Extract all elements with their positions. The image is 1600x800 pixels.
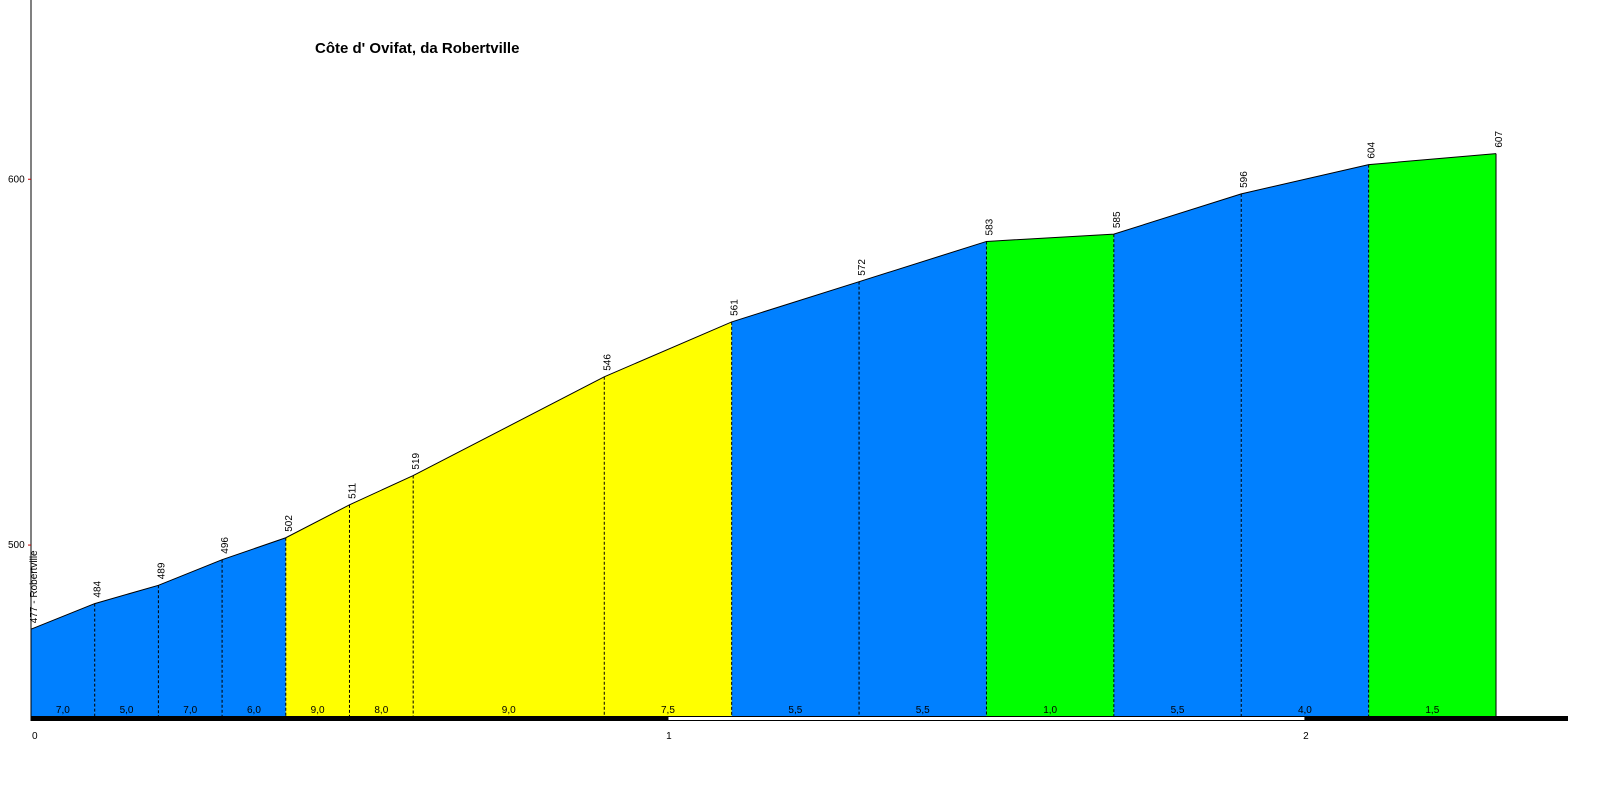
segment-area [1368, 153, 1497, 718]
y-tick-label: 600 [8, 174, 25, 185]
segment-area [94, 585, 159, 717]
gradient-label: 4,0 [1298, 705, 1312, 716]
segment-area [413, 376, 605, 717]
gradient-label: 8,0 [374, 705, 388, 716]
segment-area [158, 559, 223, 717]
elevation-label: 572 [857, 259, 868, 276]
segment-area [1241, 164, 1369, 718]
segment-area [349, 475, 414, 717]
profile-line [30, 153, 1497, 630]
elevation-label: 484 [93, 580, 104, 597]
x-tick-label: 0 [32, 731, 38, 742]
chart-title: Côte d' Ovifat, da Robertville [315, 40, 519, 57]
gradient-label: 9,0 [502, 705, 516, 716]
y-tick-label: 500 [8, 540, 25, 551]
elevation-label: 561 [730, 299, 741, 316]
x-tick-label: 2 [1303, 731, 1309, 742]
segment-area [31, 603, 95, 717]
gradient-label: 7,0 [56, 705, 70, 716]
gradient-label: 5,0 [120, 705, 134, 716]
gradient-label: 7,5 [661, 705, 675, 716]
elevation-label: 502 [284, 515, 295, 532]
gradient-label: 1,0 [1043, 705, 1057, 716]
elevation-label: 496 [220, 537, 231, 554]
elevation-label: 519 [411, 452, 422, 469]
x-tick-label: 1 [666, 731, 672, 742]
elevation-label: 477 - Robertville [29, 550, 40, 623]
gradient-label: 7,0 [183, 705, 197, 716]
elevation-label: 604 [1367, 141, 1378, 158]
elevation-label: 607 [1494, 131, 1505, 148]
segment-area [731, 281, 860, 717]
gradient-label: 1,5 [1425, 705, 1439, 716]
segment-area [285, 504, 350, 717]
segment-area [1113, 193, 1242, 717]
elevation-label: 583 [984, 218, 995, 235]
segment-area [859, 241, 987, 717]
elevation-label: 596 [1239, 171, 1250, 188]
elevation-label: 489 [156, 562, 167, 579]
elevation-label: 585 [1112, 211, 1123, 228]
segment-area [604, 321, 732, 717]
gradient-label: 5,5 [1171, 705, 1185, 716]
gradient-label: 5,5 [788, 705, 802, 716]
elevation-label: 511 [347, 482, 358, 498]
gradient-label: 5,5 [916, 705, 930, 716]
gradient-label: 9,0 [311, 705, 325, 716]
distance-bar-alt [667, 717, 1305, 720]
segment-area [986, 234, 1114, 718]
gradient-label: 6,0 [247, 705, 261, 716]
elevation-label: 546 [602, 354, 613, 371]
segment-area [222, 537, 286, 717]
